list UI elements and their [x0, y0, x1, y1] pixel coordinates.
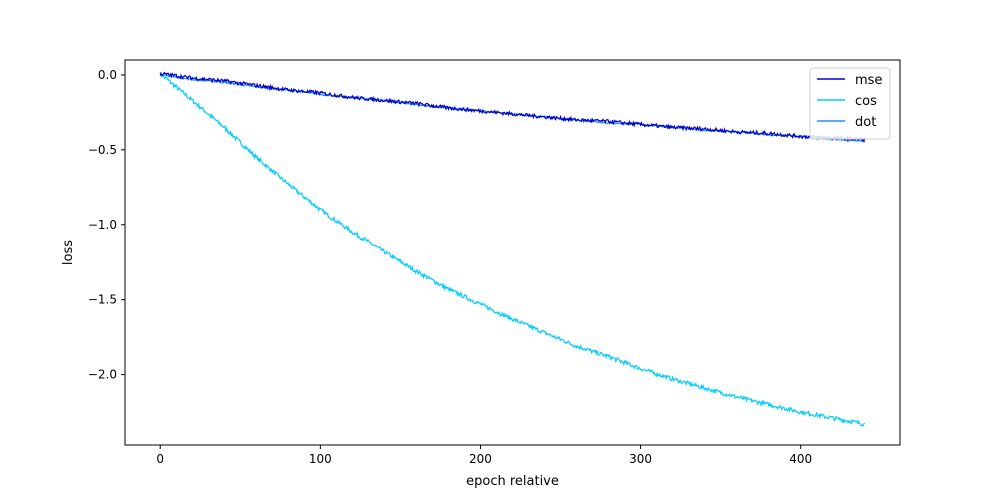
y-axis-ticks: 0.0 −0.5 −1.0 −1.5 −2.0 — [88, 68, 125, 382]
x-axis-ticks: 0 100 200 300 400 — [156, 445, 812, 466]
legend-label-mse: mse — [855, 73, 882, 88]
x-tick-label: 0 — [156, 452, 164, 466]
x-tick-label: 200 — [469, 452, 492, 466]
x-tick-label: 400 — [789, 452, 812, 466]
y-tick-label: −2.0 — [88, 368, 117, 382]
plot-frame — [124, 59, 901, 446]
legend-label-dot: dot — [855, 115, 876, 130]
plot-area — [125, 60, 900, 445]
series-line-cos — [159, 72, 865, 427]
y-tick-label: −1.0 — [88, 218, 117, 232]
series-layer — [159, 71, 866, 427]
series-line-mse — [159, 71, 866, 144]
y-tick-label: −1.5 — [88, 293, 117, 307]
y-tick-label: −0.5 — [88, 143, 117, 157]
y-axis-label: loss — [61, 240, 76, 265]
legend: mse cos dot — [809, 67, 891, 140]
x-axis-label: epoch relative — [466, 474, 559, 489]
y-tick-label: 0.0 — [98, 68, 117, 82]
x-tick-label: 300 — [629, 452, 652, 466]
legend-label-cos: cos — [855, 94, 877, 109]
x-tick-label: 100 — [309, 452, 332, 466]
